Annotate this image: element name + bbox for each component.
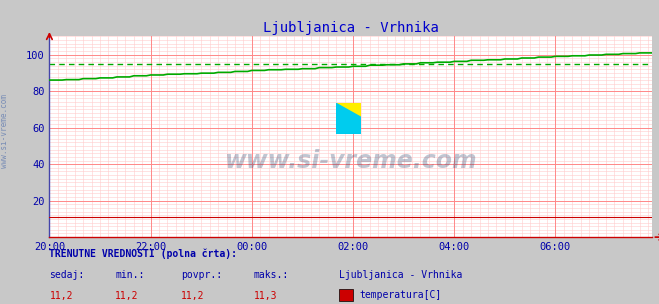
Text: temperatura[C]: temperatura[C] — [359, 290, 442, 300]
Polygon shape — [336, 103, 361, 134]
Text: sedaj:: sedaj: — [49, 270, 84, 280]
Text: www.si-vreme.com: www.si-vreme.com — [0, 94, 9, 168]
Text: min.:: min.: — [115, 270, 145, 280]
Polygon shape — [336, 103, 361, 134]
Text: 11,2: 11,2 — [115, 292, 139, 302]
Text: 11,2: 11,2 — [49, 292, 73, 302]
Polygon shape — [336, 103, 361, 134]
Text: 11,2: 11,2 — [181, 292, 205, 302]
Text: www.si-vreme.com: www.si-vreme.com — [225, 149, 477, 173]
Text: TRENUTNE VREDNOSTI (polna črta):: TRENUTNE VREDNOSTI (polna črta): — [49, 248, 237, 259]
Title: Ljubljanica - Vrhnika: Ljubljanica - Vrhnika — [263, 21, 439, 35]
Text: 11,3: 11,3 — [254, 292, 277, 302]
Text: povpr.:: povpr.: — [181, 270, 222, 280]
Text: Ljubljanica - Vrhnika: Ljubljanica - Vrhnika — [339, 270, 463, 280]
Text: maks.:: maks.: — [254, 270, 289, 280]
